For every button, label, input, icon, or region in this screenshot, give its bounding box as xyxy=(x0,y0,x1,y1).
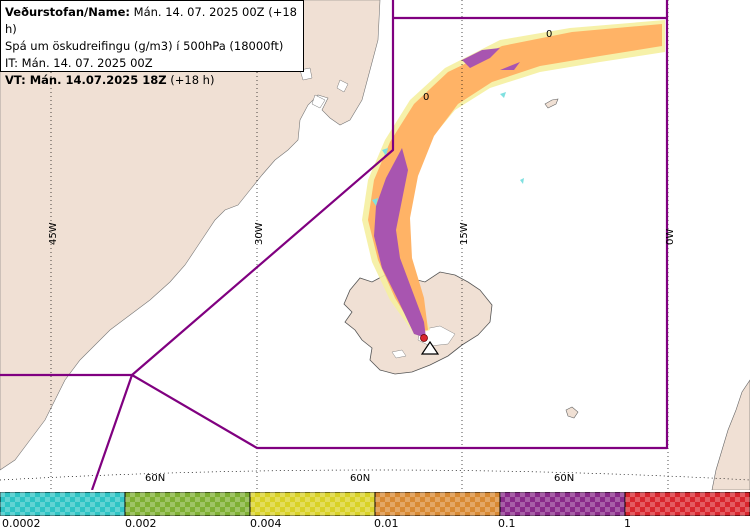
info-line-3: IT: Mán. 14. 07. 2025 00Z xyxy=(5,56,153,70)
legend-tick-2: 0.004 xyxy=(250,517,282,530)
lon-label-30w: 30W xyxy=(254,222,265,245)
concentration-legend: 0.0002 0.002 0.004 0.01 0.1 1 xyxy=(0,490,750,532)
island-faroe xyxy=(565,406,579,419)
info-lead-time: (+18 h) xyxy=(166,73,215,87)
plume-purple-streak xyxy=(462,48,520,70)
lon-label-0w: 0W xyxy=(665,229,676,245)
eruption-source xyxy=(420,334,428,342)
fir-boundary xyxy=(0,0,669,491)
plume-purple xyxy=(374,148,426,338)
legend-tick-3: 0.01 xyxy=(374,517,399,530)
info-line-1: Veðurstofan/Name: Mán. 14. 07. 2025 00Z … xyxy=(5,4,299,38)
legend-swatch-pattern-4 xyxy=(500,492,625,516)
legend-tick-5: 1 xyxy=(624,517,631,530)
norway-coast xyxy=(711,379,750,491)
info-run-time: Mán. 14. 07. 2025 00Z (+18 h) xyxy=(5,5,297,36)
legend-swatch-pattern-3 xyxy=(375,492,500,516)
greenland-landmass xyxy=(0,0,381,471)
info-agency-label: Veðurstofan/Name: xyxy=(5,5,130,19)
contour-label-1: 0 xyxy=(546,29,552,40)
info-line-2: Spá um öskudreifingu (g/m3) í 500hPa (18… xyxy=(5,39,284,53)
contour-label-2: 0 xyxy=(423,92,429,103)
lon-label-45w: 45W xyxy=(48,222,59,245)
legend-color-bar xyxy=(0,492,750,516)
greenland-coast-detail xyxy=(299,67,349,109)
island-jan-mayen xyxy=(544,98,559,109)
info-line-4: VT: Mán. 14.07.2025 18Z (+18 h) xyxy=(5,72,299,89)
plume-orange xyxy=(368,24,662,332)
parallel-line xyxy=(0,469,750,481)
legend-tick-4: 0.1 xyxy=(498,517,516,530)
lat-label-60n-1: 60N xyxy=(145,473,165,484)
lat-label-60n-3: 60N xyxy=(554,473,574,484)
legend-swatch-pattern-5 xyxy=(625,492,750,516)
legend-swatch-pattern-2 xyxy=(250,492,375,516)
info-valid-time: VT: Mán. 14.07.2025 18Z xyxy=(5,73,167,87)
volcano-icon xyxy=(420,340,440,355)
legend-swatch-pattern-0 xyxy=(0,492,125,516)
lat-label-60n-2: 60N xyxy=(350,473,370,484)
legend-tick-1: 0.002 xyxy=(125,517,157,530)
iceland-glacier xyxy=(391,325,456,359)
legend-swatch-pattern-1 xyxy=(125,492,250,516)
forecast-info-box: Veðurstofan/Name: Mán. 14. 07. 2025 00Z … xyxy=(0,0,304,87)
legend-tick-0: 0.0002 xyxy=(2,517,41,530)
lon-label-15w: 15W xyxy=(459,222,470,245)
